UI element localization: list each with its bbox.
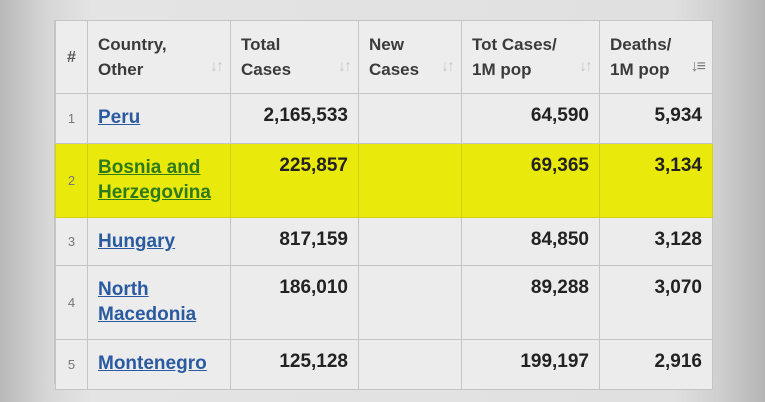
deaths-1m-cell: 3,070 (599, 265, 713, 340)
sort-icon[interactable]: ↓↑ (210, 58, 224, 75)
header-new-label: New Cases (369, 35, 420, 79)
header-total-label: Total Cases (241, 35, 292, 79)
table-row: 4 North Macedonia 186,010 89,288 3,070 (55, 265, 713, 340)
header-row: # Country, Other ↓↑ Total Cases ↓↑ New Case… (55, 20, 713, 94)
total-cases-cell: 817,159 (230, 217, 359, 266)
header-deaths-1m[interactable]: Deaths/1M pop ↓≡ (599, 20, 713, 94)
country-cell: Montenegro (87, 339, 231, 390)
deaths-1m-cell: 2,916 (599, 339, 713, 390)
table-row-highlighted: 2 Bosnia and Herzegovina 225,857 69,365 3… (55, 143, 713, 218)
tot-cases-1m-cell: 89,288 (461, 265, 600, 340)
header-country-label: Country, Other (98, 35, 167, 79)
new-cases-cell (358, 265, 462, 340)
covid-stats-table: # Country, Other ↓↑ Total Cases ↓↑ New Case… (55, 20, 713, 390)
new-cases-cell (358, 217, 462, 266)
sort-icon[interactable]: ↓↑ (338, 58, 352, 75)
country-link[interactable]: Bosnia and Herzegovina (98, 157, 211, 203)
table-row: 5 Montenegro 125,128 199,197 2,916 (55, 339, 713, 390)
tot-cases-1m-cell: 199,197 (461, 339, 600, 390)
header-totm-label: Tot Cases/1M pop (472, 35, 557, 79)
new-cases-cell (358, 339, 462, 390)
country-link[interactable]: Hungary (98, 231, 176, 252)
country-cell: Peru (87, 93, 231, 144)
total-cases-cell: 225,857 (230, 143, 359, 218)
covid-table-container: # Country, Other ↓↑ Total Cases ↓↑ New Case… (54, 20, 713, 390)
new-cases-cell (358, 143, 462, 218)
header-total-cases[interactable]: Total Cases ↓↑ (230, 20, 359, 94)
tot-cases-1m-cell: 84,850 (461, 217, 600, 266)
country-cell: Hungary (87, 217, 231, 266)
rank-cell: 1 (55, 93, 88, 144)
header-country[interactable]: Country, Other ↓↑ (87, 20, 231, 94)
country-link[interactable]: North Macedonia (98, 279, 197, 325)
country-cell: Bosnia and Herzegovina (87, 143, 231, 218)
deaths-1m-cell: 3,128 (599, 217, 713, 266)
table-row: 3 Hungary 817,159 84,850 3,128 (55, 217, 713, 266)
tot-cases-1m-cell: 64,590 (461, 93, 600, 144)
country-link[interactable]: Peru (98, 107, 141, 128)
sort-icon[interactable]: ↓↑ (441, 58, 455, 75)
tot-cases-1m-cell: 69,365 (461, 143, 600, 218)
header-deaths-label: Deaths/1M pop (610, 35, 672, 79)
sort-desc-icon[interactable]: ↓≡ (690, 58, 706, 75)
header-rank-label: # (67, 48, 76, 66)
total-cases-cell: 186,010 (230, 265, 359, 340)
sort-icon[interactable]: ↓↑ (579, 58, 593, 75)
country-link[interactable]: Montenegro (98, 353, 207, 374)
total-cases-cell: 125,128 (230, 339, 359, 390)
rank-cell: 2 (55, 143, 88, 218)
country-cell: North Macedonia (87, 265, 231, 340)
rank-cell: 5 (55, 339, 88, 390)
deaths-1m-cell: 3,134 (599, 143, 713, 218)
total-cases-cell: 2,165,533 (230, 93, 359, 144)
header-new-cases[interactable]: New Cases ↓↑ (358, 20, 462, 94)
deaths-1m-cell: 5,934 (599, 93, 713, 144)
rank-cell: 3 (55, 217, 88, 266)
table-row: 1 Peru 2,165,533 64,590 5,934 (55, 93, 713, 144)
rank-cell: 4 (55, 265, 88, 340)
header-rank[interactable]: # (55, 20, 88, 94)
new-cases-cell (358, 93, 462, 144)
header-tot-cases-1m[interactable]: Tot Cases/1M pop ↓↑ (461, 20, 600, 94)
